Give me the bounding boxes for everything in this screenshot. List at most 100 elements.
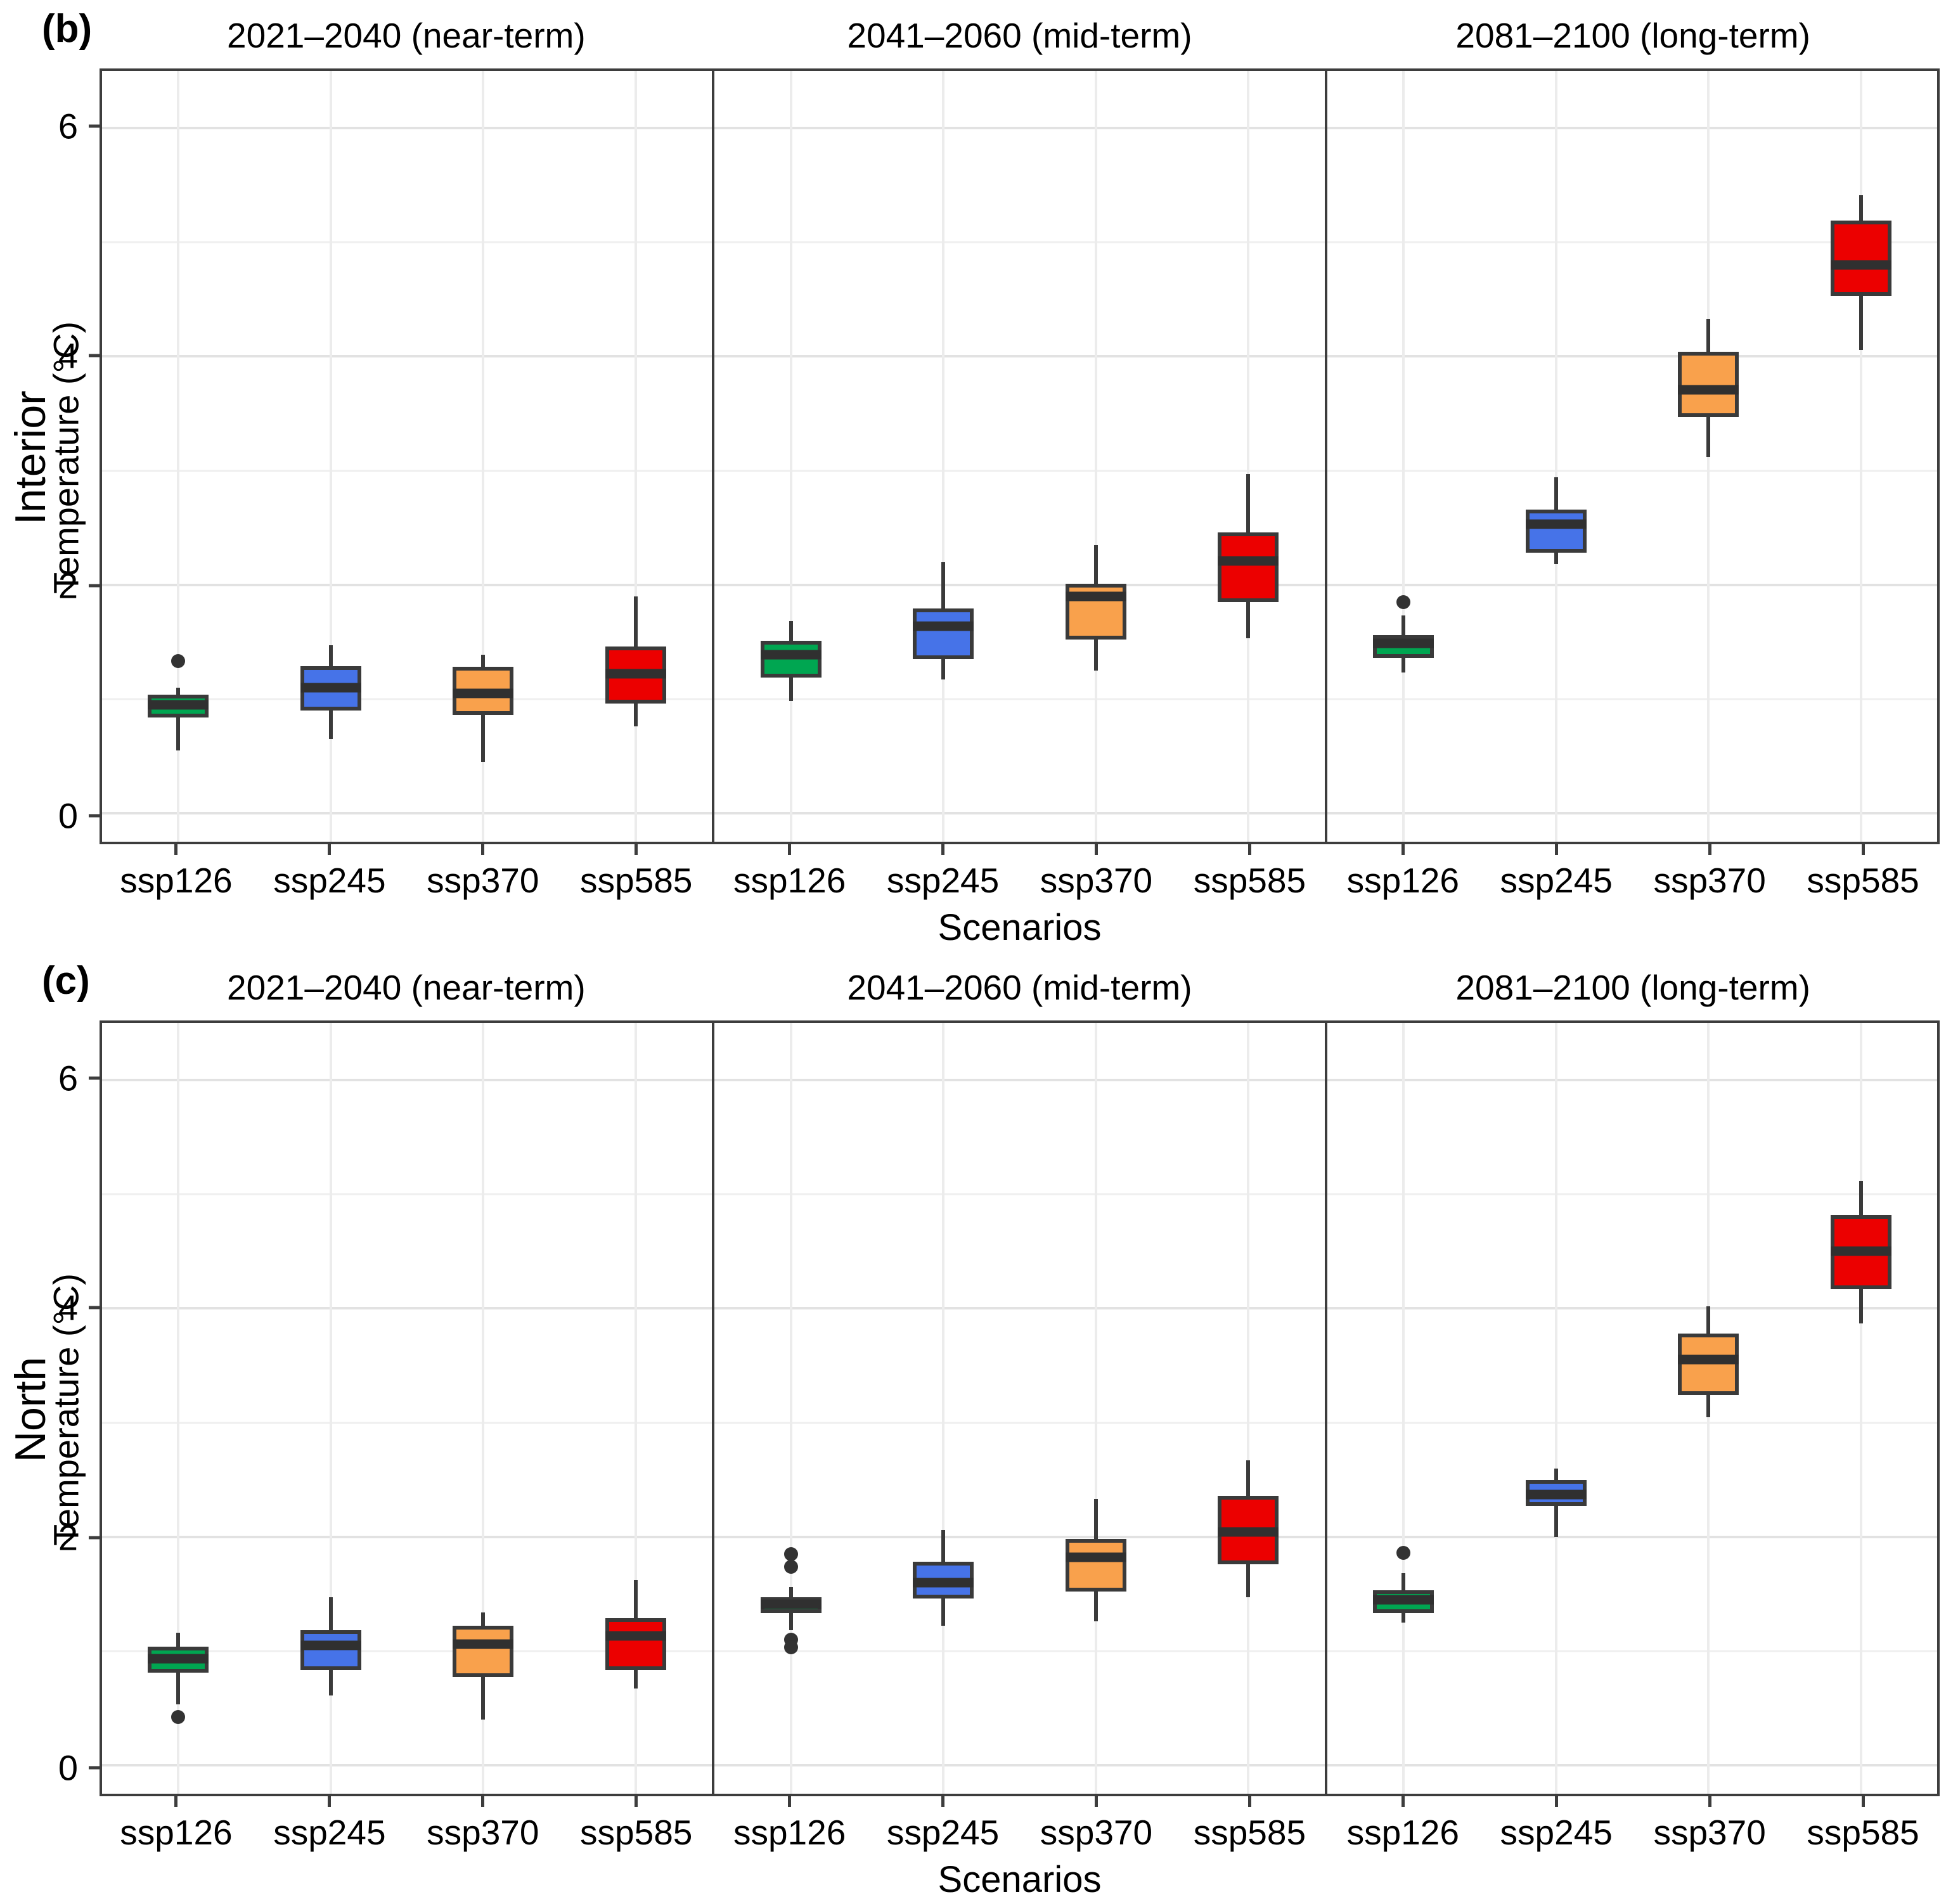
median-ssp585 [1218,556,1279,566]
x-tick-mark [635,1796,638,1807]
x-facet-cell: ssp126 ssp245 ssp370 ssp585 [713,844,1327,901]
x-label-cell: ssp585 [1173,1796,1326,1853]
plot-area [100,1020,1940,1796]
y-axis: 0 2 4 6 [0,1020,100,1796]
x-tick-mark [1861,1796,1865,1807]
x-tick-label: ssp370 [1653,861,1766,900]
x-tick-mark [635,844,638,855]
x-label-cell: ssp245 [253,1796,406,1853]
gridline-vertical [1859,1023,1862,1794]
x-tick-label: ssp245 [886,861,1000,900]
median-ssp370 [453,1639,514,1649]
x-tick-mark [481,1796,485,1807]
median-ssp245 [913,1578,974,1588]
x-label-cell: ssp245 [1479,844,1633,901]
x-tick-mark [328,1796,332,1807]
gridline-major [714,1535,1325,1538]
y-tick-label: 4 [58,1287,78,1328]
panel-tag-b: (b) [42,7,93,51]
gridline-minor [102,1650,712,1652]
x-tick-mark [788,844,792,855]
gridline-minor [102,698,712,700]
y-tick-mark [89,584,100,588]
outlier-dot [783,1559,798,1574]
x-label-cell: ssp245 [867,1796,1020,1853]
facet-panel [712,71,1325,842]
x-tick-label: ssp585 [1807,861,1919,900]
x-tick-mark [481,844,485,855]
gridline-vertical [482,1023,485,1794]
gridline-vertical [635,1023,638,1794]
x-tick-label: ssp245 [273,1813,386,1852]
x-label-cell: ssp126 [1326,1796,1479,1853]
y-tick-label: 2 [58,1517,78,1558]
x-tick-label: ssp245 [1500,1813,1613,1852]
gridline-vertical [1094,1023,1097,1794]
x-tick-label: ssp370 [1040,861,1153,900]
x-label-cell: ssp585 [1786,1796,1940,1853]
median-ssp585 [605,669,667,679]
x-tick-mark [328,844,332,855]
x-label-cell: ssp370 [1020,1796,1173,1853]
x-label-cell: ssp370 [1633,1796,1786,1853]
facet-title-row: 2021–2040 (near-term) 2041–2060 (mid-term… [100,5,1940,61]
x-label-cell: ssp245 [1479,1796,1633,1853]
gridline-major [714,1079,1325,1082]
gridline-vertical [1554,71,1557,842]
plot-area [100,68,1940,844]
x-tick-label: ssp126 [120,1813,233,1852]
gridline-major [102,1763,712,1766]
x-tick-label: ssp245 [273,861,386,900]
x-tick-mark [941,844,945,855]
y-tick-label: 6 [58,106,78,146]
box-ssp245 [1525,509,1587,553]
x-axis-title: Scenarios [938,1859,1102,1900]
gridline-minor [1327,1422,1937,1424]
y-axis: 0 2 4 6 [0,68,100,844]
x-tick-mark [1401,844,1405,855]
gridline-vertical [1554,1023,1557,1794]
x-label-cell: ssp126 [100,844,253,901]
gridline-minor [714,241,1325,243]
panel-tag-c: (c) [42,959,90,1003]
y-tick-mark [89,124,100,128]
gridline-major [1327,355,1937,358]
x-facet-cell: ssp126 ssp245 ssp370 ssp585 [100,844,713,901]
gridline-major [714,127,1325,130]
gridline-major [102,127,712,130]
x-tick-mark [1708,1796,1711,1807]
panel-interior: (b) Interior Temperature (°C) 2021–2040 … [0,5,1940,948]
gridline-minor [714,470,1325,472]
y-tick-mark [89,1536,100,1540]
facet-panel [102,71,712,842]
x-tick-label: ssp370 [427,1813,539,1852]
x-tick-label: ssp370 [427,861,539,900]
box-ssp245 [913,608,974,659]
box-ssp245 [300,1630,361,1671]
x-tick-label: ssp585 [580,861,693,900]
gridline-major [102,811,712,814]
gridline-major [714,811,1325,814]
median-ssp370 [1065,1552,1126,1562]
x-label-cell: ssp126 [1326,844,1479,901]
facet-panel [102,1023,712,1794]
median-ssp370 [453,688,514,698]
y-tick-mark [89,814,100,818]
median-ssp245 [913,621,974,631]
gridline-major [102,583,712,586]
outlier-dot [1396,1545,1410,1560]
outlier-dot [783,1547,798,1561]
median-ssp245 [300,1640,361,1650]
x-label-cell: ssp585 [1786,844,1940,901]
facet-panel [1324,1023,1937,1794]
gridline-major [714,1307,1325,1310]
gridline-minor [1327,1193,1937,1195]
gridline-vertical [177,71,180,842]
median-ssp585 [605,1631,667,1641]
box-ssp585 [605,1618,667,1671]
x-tick-mark [1554,844,1558,855]
gridline-minor [1327,1650,1937,1652]
gridline-major [714,1763,1325,1766]
gridline-major [1327,811,1937,814]
gridline-major [102,355,712,358]
